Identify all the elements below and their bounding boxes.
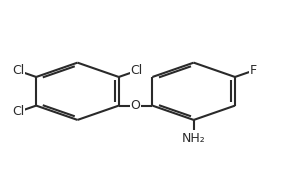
Text: F: F xyxy=(249,64,257,77)
Text: Cl: Cl xyxy=(12,64,24,77)
Text: NH₂: NH₂ xyxy=(182,132,206,146)
Text: O: O xyxy=(131,99,141,112)
Text: Cl: Cl xyxy=(131,64,143,77)
Text: Cl: Cl xyxy=(12,105,24,118)
